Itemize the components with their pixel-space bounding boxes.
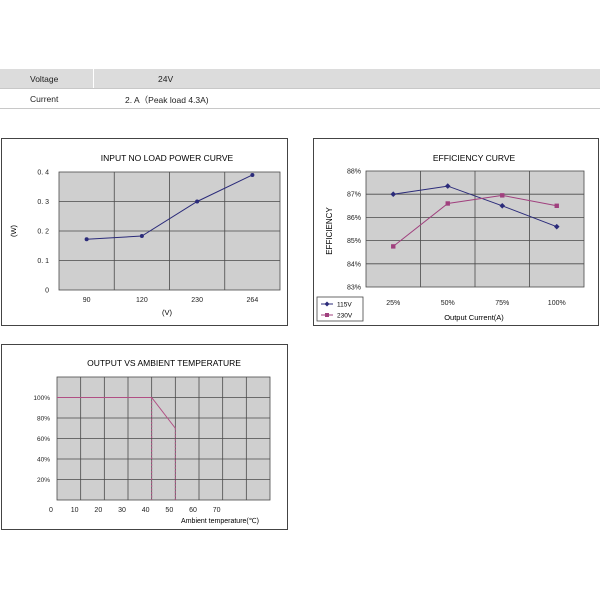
x-tick-label: 10 <box>71 507 79 514</box>
chart-title: EFFICIENCY CURVE <box>433 153 516 163</box>
derating-chart: OUTPUT VS AMBIENT TEMPERATURE Ambient te… <box>33 358 271 525</box>
x-tick-label: 100% <box>548 300 566 307</box>
data-point <box>391 244 396 249</box>
legend: 115V 230V <box>316 296 364 322</box>
y-tick-label: 0. 1 <box>37 258 49 265</box>
series-line <box>393 185 557 228</box>
y-axis-label: EFFICIENCY <box>325 207 334 255</box>
legend-label: 115V <box>337 302 352 309</box>
data-point <box>250 172 255 177</box>
x-tick-label: 40 <box>142 507 150 514</box>
y-tick-label: 60% <box>37 436 50 443</box>
spec-row-current: Current 2. A（Peak load 4.3A) <box>0 89 600 109</box>
y-tick-label: 85% <box>347 238 361 245</box>
x-tick-label: 230 <box>191 297 203 304</box>
x-tick-label: 60 <box>189 507 197 514</box>
plot-area <box>56 376 271 501</box>
x-tick-label: 25% <box>386 300 400 307</box>
series-line <box>392 194 557 247</box>
x-tick-label: 70 <box>213 507 221 514</box>
series-line <box>86 174 253 240</box>
x-tick-label: 50 <box>165 507 173 514</box>
x-tick-label: 264 <box>247 297 259 304</box>
x-axis-label: Ambient temperature(℃) <box>181 518 259 525</box>
x-tick-label: 75% <box>495 300 509 307</box>
plot-area <box>365 170 585 288</box>
spec-table: Voltage 24V Current 2. A（Peak load 4.3A) <box>0 69 600 109</box>
x-tick-label: 90 <box>83 297 91 304</box>
x-tick-label: 50% <box>441 300 455 307</box>
spec-row-voltage: Voltage 24V <box>0 69 600 89</box>
y-tick-label: 80% <box>37 416 50 423</box>
legend-box <box>316 296 364 322</box>
x-axis-label: Output Current(A) <box>444 313 504 322</box>
chart-panel-input-power: INPUT NO LOAD POWER CURVE (W) (V) 0 0. 1 0… <box>1 138 288 326</box>
efficiency-chart: EFFICIENCY CURVE EFFICIENCY Output Curre… <box>316 153 585 322</box>
y-tick-label: 100% <box>33 395 50 402</box>
y-tick-label: 0. 3 <box>37 199 49 206</box>
data-point <box>500 193 505 198</box>
y-tick-label: 87% <box>347 192 361 199</box>
data-point <box>195 199 200 204</box>
spec-label: Voltage <box>30 74 59 84</box>
y-tick-label: 40% <box>37 457 50 464</box>
data-point <box>139 234 144 239</box>
y-tick-label: 84% <box>347 261 361 268</box>
chart-title: INPUT NO LOAD POWER CURVE <box>101 153 234 163</box>
legend-label: 230V <box>337 313 353 320</box>
data-point <box>84 237 89 242</box>
y-axis-label: (W) <box>9 224 18 237</box>
spec-value: 2. A（Peak load 4.3A) <box>125 95 209 105</box>
x-tick-label: 0 <box>49 507 53 514</box>
y-tick-label: 20% <box>37 477 50 484</box>
y-tick-label: 0. 4 <box>37 170 49 177</box>
column-divider <box>93 69 94 88</box>
spec-label: Current <box>30 94 59 104</box>
y-tick-label: 0. 2 <box>37 229 49 236</box>
x-tick-label: 30 <box>118 507 126 514</box>
y-tick-label: 88% <box>347 169 361 176</box>
x-axis-label: (V) <box>162 308 173 317</box>
chart-panel-derating: OUTPUT VS AMBIENT TEMPERATURE Ambient te… <box>1 344 288 530</box>
x-tick-label: 20 <box>94 507 102 514</box>
legend-marker-230v <box>325 313 329 317</box>
chart-panel-efficiency: EFFICIENCY CURVE EFFICIENCY Output Curre… <box>313 138 599 326</box>
y-tick-label: 0 <box>45 288 49 295</box>
spec-value: 24V <box>158 74 174 84</box>
data-point <box>554 203 559 208</box>
input-power-chart: INPUT NO LOAD POWER CURVE (W) (V) 0 0. 1 0… <box>9 153 281 317</box>
plot-area <box>58 171 281 291</box>
x-tick-label: 120 <box>136 297 148 304</box>
y-tick-label: 83% <box>347 285 361 292</box>
legend-marker-115v <box>324 301 330 307</box>
chart-title: OUTPUT VS AMBIENT TEMPERATURE <box>87 358 241 368</box>
data-point <box>445 201 450 206</box>
y-tick-label: 86% <box>347 215 361 222</box>
